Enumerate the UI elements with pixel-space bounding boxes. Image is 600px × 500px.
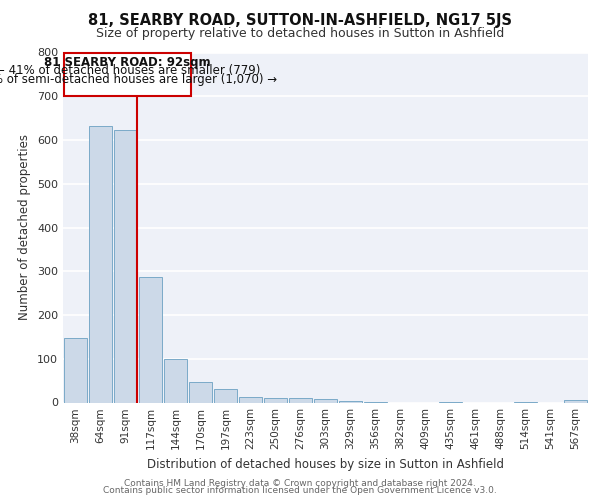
Bar bbox=[239, 397, 262, 402]
Bar bbox=[188, 382, 212, 402]
Text: Size of property relative to detached houses in Sutton in Ashfield: Size of property relative to detached ho… bbox=[96, 28, 504, 40]
Bar bbox=[139, 276, 163, 402]
Bar bbox=[214, 389, 238, 402]
Text: Contains public sector information licensed under the Open Government Licence v3: Contains public sector information licen… bbox=[103, 486, 497, 495]
Bar bbox=[164, 359, 187, 403]
Y-axis label: Number of detached properties: Number of detached properties bbox=[19, 134, 31, 320]
Bar bbox=[113, 130, 137, 402]
Bar bbox=[338, 401, 362, 402]
Bar bbox=[263, 398, 287, 402]
Text: 81 SEARBY ROAD: 92sqm: 81 SEARBY ROAD: 92sqm bbox=[44, 56, 211, 69]
FancyBboxPatch shape bbox=[64, 52, 191, 96]
Bar bbox=[563, 400, 587, 402]
Bar bbox=[314, 400, 337, 402]
X-axis label: Distribution of detached houses by size in Sutton in Ashfield: Distribution of detached houses by size … bbox=[147, 458, 504, 471]
Bar bbox=[64, 338, 88, 402]
Text: Contains HM Land Registry data © Crown copyright and database right 2024.: Contains HM Land Registry data © Crown c… bbox=[124, 478, 476, 488]
Bar bbox=[89, 126, 112, 402]
Text: ← 41% of detached houses are smaller (779): ← 41% of detached houses are smaller (77… bbox=[0, 64, 260, 78]
Text: 81, SEARBY ROAD, SUTTON-IN-ASHFIELD, NG17 5JS: 81, SEARBY ROAD, SUTTON-IN-ASHFIELD, NG1… bbox=[88, 12, 512, 28]
Bar bbox=[289, 398, 313, 402]
Text: 57% of semi-detached houses are larger (1,070) →: 57% of semi-detached houses are larger (… bbox=[0, 72, 277, 86]
